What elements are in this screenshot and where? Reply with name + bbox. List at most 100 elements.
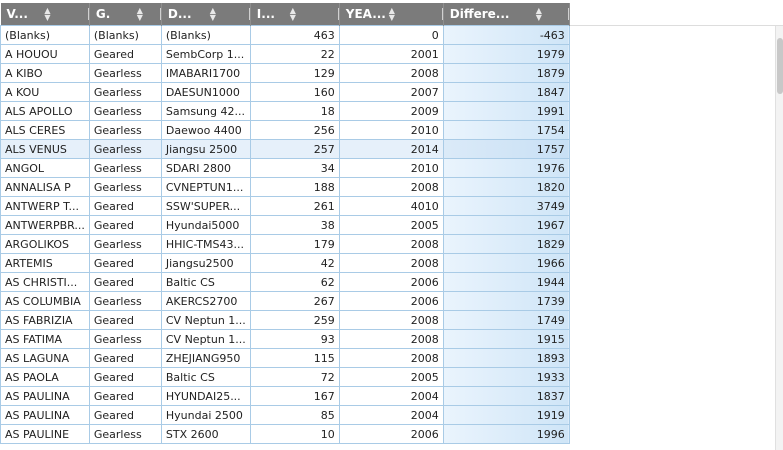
cell-design[interactable]: Baltic CS (160, 367, 251, 387)
cell-design[interactable]: (Blanks) (160, 25, 251, 45)
cell-intake[interactable]: 259 (249, 310, 340, 330)
cell-design[interactable]: STX 2600 (160, 424, 251, 444)
cell-gear[interactable]: Gearless (88, 177, 162, 197)
cell-vessel[interactable]: AS PAULINA (0, 386, 90, 406)
table-row[interactable]: ALS APOLLO Gearless Samsung 42... 18 2009 199… (0, 101, 570, 121)
cell-intake[interactable]: 34 (249, 158, 340, 178)
column-header-difference[interactable]: Differe... ▲ ▼ (443, 3, 570, 26)
cell-intake[interactable]: 38 (249, 215, 340, 235)
cell-year[interactable]: 2006 (338, 424, 444, 444)
column-header-intake[interactable]: I... ▲ ▼ (250, 3, 340, 26)
cell-vessel[interactable]: AS FABRIZIA (0, 310, 90, 330)
sort-updown-icon[interactable]: ▲ ▼ (209, 6, 216, 22)
cell-vessel[interactable]: ANNALISA P (0, 177, 90, 197)
cell-year[interactable]: 2006 (338, 291, 444, 311)
cell-gear[interactable]: (Blanks) (88, 25, 162, 45)
scrollbar-thumb[interactable] (777, 38, 783, 94)
cell-intake[interactable]: 129 (249, 63, 340, 83)
cell-vessel[interactable]: ALS VENUS (0, 139, 90, 159)
cell-vessel[interactable]: A HOUOU (0, 44, 90, 64)
cell-year[interactable]: 2001 (338, 44, 444, 64)
cell-intake[interactable]: 257 (249, 139, 340, 159)
cell-vessel[interactable]: ARTEMIS (0, 253, 90, 273)
cell-difference[interactable]: 1944 (442, 272, 570, 292)
cell-vessel[interactable]: ANGOL (0, 158, 90, 178)
cell-design[interactable]: CV Neptun 1... (160, 329, 251, 349)
table-row[interactable]: ALS CERES Gearless Daewoo 4400 256 2010 1754 (0, 120, 570, 140)
sort-updown-icon[interactable]: ▲ ▼ (388, 6, 395, 22)
cell-intake[interactable]: 188 (249, 177, 340, 197)
cell-gear[interactable]: Gearless (88, 101, 162, 121)
cell-gear[interactable]: Geared (88, 44, 162, 64)
vertical-scrollbar[interactable] (775, 26, 783, 450)
cell-vessel[interactable]: AS FATIMA (0, 329, 90, 349)
table-row[interactable]: ANNALISA P Gearless CVNEPTUN1... 188 2008 182… (0, 177, 570, 197)
cell-year[interactable]: 4010 (338, 196, 444, 216)
table-row[interactable]: ANTWERPBR... Geared Hyundai5000 38 2005 1967 (0, 215, 570, 235)
cell-difference[interactable]: 1893 (442, 348, 570, 368)
cell-vessel[interactable]: ANTWERP T... (0, 196, 90, 216)
column-header-year[interactable]: YEA... ▲ ▼ (339, 3, 444, 26)
column-resize-handle[interactable] (159, 8, 161, 20)
cell-intake[interactable]: 62 (249, 272, 340, 292)
cell-intake[interactable]: 256 (249, 120, 340, 140)
column-header-design[interactable]: D... ▲ ▼ (161, 3, 251, 26)
table-row[interactable]: ALS VENUS Gearless Jiangsu 2500 257 2014 1757 (0, 139, 570, 159)
column-resize-handle[interactable] (248, 8, 250, 20)
cell-design[interactable]: AKERCS2700 (160, 291, 251, 311)
cell-design[interactable]: Hyundai 2500 (160, 405, 251, 425)
cell-gear[interactable]: Geared (88, 405, 162, 425)
cell-vessel[interactable]: ANTWERPBR... (0, 215, 90, 235)
cell-gear[interactable]: Gearless (88, 82, 162, 102)
cell-year[interactable]: 2008 (338, 348, 444, 368)
cell-difference[interactable]: -463 (442, 25, 570, 45)
cell-design[interactable]: Daewoo 4400 (160, 120, 251, 140)
cell-design[interactable]: SDARI 2800 (160, 158, 251, 178)
table-row[interactable]: ANGOL Gearless SDARI 2800 34 2010 1976 (0, 158, 570, 178)
cell-difference[interactable]: 1847 (442, 82, 570, 102)
cell-intake[interactable]: 167 (249, 386, 340, 406)
cell-design[interactable]: IMABARI1700 (160, 63, 251, 83)
cell-year[interactable]: 2008 (338, 253, 444, 273)
table-row[interactable]: A KOU Gearless DAESUN1000 160 2007 1847 (0, 82, 570, 102)
table-row[interactable]: ARTEMIS Geared Jiangsu2500 42 2008 1966 (0, 253, 570, 273)
cell-difference[interactable]: 1919 (442, 405, 570, 425)
table-row[interactable]: AS CHRISTI... Geared Baltic CS 62 2006 1944 (0, 272, 570, 292)
sort-updown-icon[interactable]: ▲ ▼ (136, 6, 143, 22)
cell-design[interactable]: Samsung 42... (160, 101, 251, 121)
table-row[interactable]: A HOUOU Geared SembCorp 1... 22 2001 1979 (0, 44, 570, 64)
cell-difference[interactable]: 1933 (442, 367, 570, 387)
cell-vessel[interactable]: AS CHRISTI... (0, 272, 90, 292)
cell-year[interactable]: 2008 (338, 234, 444, 254)
cell-difference[interactable]: 1757 (442, 139, 570, 159)
cell-gear[interactable]: Geared (88, 196, 162, 216)
cell-intake[interactable]: 10 (249, 424, 340, 444)
cell-difference[interactable]: 1996 (442, 424, 570, 444)
cell-gear[interactable]: Gearless (88, 63, 162, 83)
cell-year[interactable]: 2008 (338, 310, 444, 330)
cell-gear[interactable]: Gearless (88, 424, 162, 444)
sort-updown-icon[interactable]: ▲ ▼ (289, 6, 296, 22)
cell-difference[interactable]: 1991 (442, 101, 570, 121)
cell-difference[interactable]: 1739 (442, 291, 570, 311)
cell-design[interactable]: HHIC-TMS43... (160, 234, 251, 254)
table-row[interactable]: ANTWERP T... Geared SSW'SUPER... 261 4010 374… (0, 196, 570, 216)
cell-difference[interactable]: 1966 (442, 253, 570, 273)
cell-vessel[interactable]: A KIBO (0, 63, 90, 83)
cell-gear[interactable]: Geared (88, 215, 162, 235)
cell-intake[interactable]: 261 (249, 196, 340, 216)
column-resize-handle[interactable] (337, 8, 339, 20)
table-row[interactable]: AS FATIMA Gearless CV Neptun 1... 93 2008 191… (0, 329, 570, 349)
cell-design[interactable]: Jiangsu2500 (160, 253, 251, 273)
cell-year[interactable]: 2009 (338, 101, 444, 121)
cell-year[interactable]: 2008 (338, 329, 444, 349)
cell-year[interactable]: 2004 (338, 405, 444, 425)
column-header-vessel[interactable]: V... ▲ ▼ (0, 3, 90, 26)
cell-difference[interactable]: 1976 (442, 158, 570, 178)
sort-updown-icon[interactable]: ▲ ▼ (44, 6, 51, 22)
cell-design[interactable]: Hyundai5000 (160, 215, 251, 235)
cell-year[interactable]: 2014 (338, 139, 444, 159)
cell-gear[interactable]: Geared (88, 272, 162, 292)
cell-difference[interactable]: 1879 (442, 63, 570, 83)
cell-gear[interactable]: Geared (88, 348, 162, 368)
